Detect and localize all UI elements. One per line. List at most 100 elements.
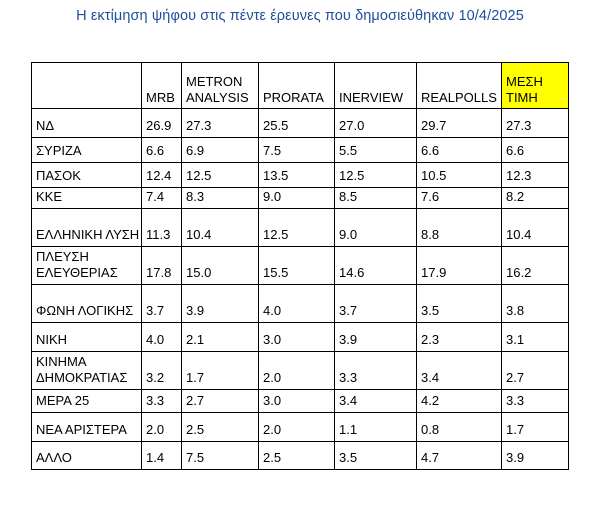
realpolls-value: 8.8 (416, 208, 502, 247)
metron-value: 1.7 (181, 351, 259, 390)
average-value: 12.3 (501, 162, 569, 188)
interview-value: 5.5 (334, 137, 417, 163)
prorata-value: 13.5 (258, 162, 335, 188)
party-name: ΚΚΕ (31, 187, 142, 209)
prorata-value: 3.0 (258, 389, 335, 413)
mrb-value: 3.2 (141, 351, 182, 390)
realpolls-value: 7.6 (416, 187, 502, 209)
average-value: 8.2 (501, 187, 569, 209)
poll-table-body: ΝΔ 26.9 27.3 25.5 27.0 29.7 27.3 ΣΥΡΙΖΑ 6.6 6.9 7.… (31, 108, 569, 470)
mrb-value: 7.4 (141, 187, 182, 209)
table-row: ΕΛΛΗΝΙΚΗ ΛΥΣΗ 11.3 10.4 12.5 9.0 8.8 10.4 (31, 208, 569, 247)
metron-value: 8.3 (181, 187, 259, 209)
realpolls-value: 17.9 (416, 246, 502, 285)
prorata-value: 3.0 (258, 322, 335, 352)
interview-value: 3.3 (334, 351, 417, 390)
header-interview: INERVIEW (334, 62, 417, 109)
metron-value: 3.9 (181, 284, 259, 323)
poll-table: MRB METRON ANALYSIS PRORATA INERVIEW REA… (31, 62, 569, 470)
mrb-value: 26.9 (141, 108, 182, 138)
interview-value: 27.0 (334, 108, 417, 138)
prorata-value: 25.5 (258, 108, 335, 138)
average-value: 3.9 (501, 441, 569, 470)
table-row: ΝΕΑ ΑΡΙΣΤΕΡΑ 2.0 2.5 2.0 1.1 0.8 1.7 (31, 412, 569, 442)
realpolls-value: 2.3 (416, 322, 502, 352)
header-party (31, 62, 142, 109)
average-value: 10.4 (501, 208, 569, 247)
header-realpolls: REALPOLLS (416, 62, 502, 109)
average-value: 3.3 (501, 389, 569, 413)
party-name: ΝΔ (31, 108, 142, 138)
interview-value: 14.6 (334, 246, 417, 285)
prorata-value: 9.0 (258, 187, 335, 209)
mrb-value: 11.3 (141, 208, 182, 247)
realpolls-value: 6.6 (416, 137, 502, 163)
page-title: Η εκτίμηση ψήφου στις πέντε έρευνες που … (76, 8, 524, 24)
party-name: ΝΕΑ ΑΡΙΣΤΕΡΑ (31, 412, 142, 442)
table-row: ΜΕΡΑ 25 3.3 2.7 3.0 3.4 4.2 3.3 (31, 389, 569, 413)
party-name: ΦΩΝΗ ΛΟΓΙΚΗΣ (31, 284, 142, 323)
table-row: ΝΙΚΗ 4.0 2.1 3.0 3.9 2.3 3.1 (31, 322, 569, 352)
average-value: 3.1 (501, 322, 569, 352)
metron-value: 2.1 (181, 322, 259, 352)
prorata-value: 12.5 (258, 208, 335, 247)
table-row: ΚΙΝΗΜΑ ΔΗΜΟΚΡΑΤΙΑΣ 3.2 1.7 2.0 3.3 3.4 2.7 (31, 351, 569, 390)
metron-value: 2.5 (181, 412, 259, 442)
header-avg-text: ΜΕΣΗ ΤΙΜΗ (506, 74, 543, 105)
metron-value: 27.3 (181, 108, 259, 138)
table-row: ΦΩΝΗ ΛΟΓΙΚΗΣ 3.7 3.9 4.0 3.7 3.5 3.8 (31, 284, 569, 323)
party-name: ΕΛΛΗΝΙΚΗ ΛΥΣΗ (31, 208, 142, 247)
metron-value: 7.5 (181, 441, 259, 470)
table-row: ΚΚΕ 7.4 8.3 9.0 8.5 7.6 8.2 (31, 187, 569, 209)
party-name: ΠΛΕΥΣΗ ΕΛΕΥΘΕΡΙΑΣ (31, 246, 142, 285)
interview-value: 8.5 (334, 187, 417, 209)
party-name: ΑΛΛΟ (31, 441, 142, 470)
mrb-value: 3.7 (141, 284, 182, 323)
party-name: ΜΕΡΑ 25 (31, 389, 142, 413)
average-value: 3.8 (501, 284, 569, 323)
header-metron-text: METRON ANALYSIS (186, 74, 249, 105)
prorata-value: 2.0 (258, 351, 335, 390)
metron-value: 6.9 (181, 137, 259, 163)
interview-value: 3.9 (334, 322, 417, 352)
mrb-value: 3.3 (141, 389, 182, 413)
interview-value: 3.4 (334, 389, 417, 413)
interview-value: 12.5 (334, 162, 417, 188)
party-name: ΚΙΝΗΜΑ ΔΗΜΟΚΡΑΤΙΑΣ (31, 351, 142, 390)
realpolls-value: 29.7 (416, 108, 502, 138)
mrb-value: 6.6 (141, 137, 182, 163)
mrb-value: 2.0 (141, 412, 182, 442)
mrb-value: 1.4 (141, 441, 182, 470)
party-name: ΠΑΣΟΚ (31, 162, 142, 188)
mrb-value: 12.4 (141, 162, 182, 188)
interview-value: 9.0 (334, 208, 417, 247)
table-row: ΠΑΣΟΚ 12.4 12.5 13.5 12.5 10.5 12.3 (31, 162, 569, 188)
metron-value: 2.7 (181, 389, 259, 413)
prorata-value: 7.5 (258, 137, 335, 163)
average-value: 6.6 (501, 137, 569, 163)
table-row: ΣΥΡΙΖΑ 6.6 6.9 7.5 5.5 6.6 6.6 (31, 137, 569, 163)
interview-value: 3.5 (334, 441, 417, 470)
prorata-value: 15.5 (258, 246, 335, 285)
mrb-value: 17.8 (141, 246, 182, 285)
table-row: ΝΔ 26.9 27.3 25.5 27.0 29.7 27.3 (31, 108, 569, 138)
metron-value: 12.5 (181, 162, 259, 188)
table-row: ΑΛΛΟ 1.4 7.5 2.5 3.5 4.7 3.9 (31, 441, 569, 470)
table-row: ΠΛΕΥΣΗ ΕΛΕΥΘΕΡΙΑΣ 17.8 15.0 15.5 14.6 17.9 16.… (31, 246, 569, 285)
realpolls-value: 3.4 (416, 351, 502, 390)
average-value: 2.7 (501, 351, 569, 390)
average-value: 16.2 (501, 246, 569, 285)
mrb-value: 4.0 (141, 322, 182, 352)
header-row: MRB METRON ANALYSIS PRORATA INERVIEW REA… (31, 62, 569, 109)
prorata-value: 4.0 (258, 284, 335, 323)
header-avg: ΜΕΣΗ ΤΙΜΗ (501, 62, 569, 109)
realpolls-value: 4.2 (416, 389, 502, 413)
realpolls-value: 0.8 (416, 412, 502, 442)
metron-value: 15.0 (181, 246, 259, 285)
party-name: ΝΙΚΗ (31, 322, 142, 352)
prorata-value: 2.0 (258, 412, 335, 442)
realpolls-value: 10.5 (416, 162, 502, 188)
prorata-value: 2.5 (258, 441, 335, 470)
average-value: 1.7 (501, 412, 569, 442)
interview-value: 3.7 (334, 284, 417, 323)
